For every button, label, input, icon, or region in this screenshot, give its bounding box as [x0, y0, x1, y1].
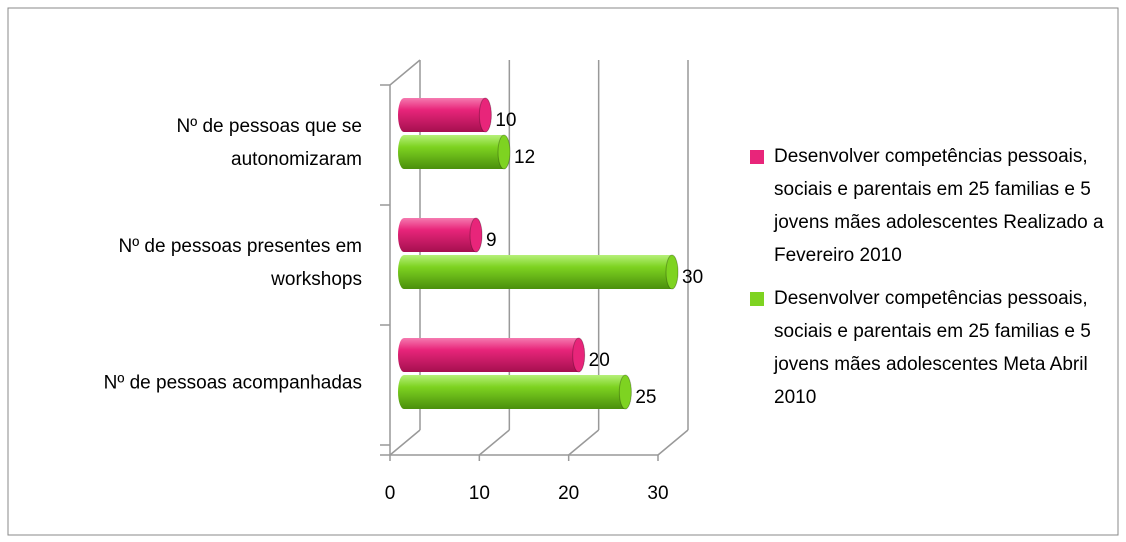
data-label: 12 [514, 147, 535, 168]
legend-swatch [750, 150, 764, 164]
grid-line-floor [657, 429, 689, 456]
x-tick-label: 20 [558, 483, 579, 504]
x-tick-label: 30 [647, 483, 668, 504]
bar [398, 255, 678, 289]
data-label: 10 [495, 110, 516, 131]
bar-cap [497, 134, 511, 170]
x-tick-label: 0 [385, 483, 396, 504]
data-label: 30 [682, 267, 703, 288]
bar-cap [469, 217, 483, 253]
legend-label: Desenvolver competências pessoais, socia… [774, 146, 1104, 266]
data-label: 20 [589, 350, 610, 371]
bar-cap [618, 374, 632, 410]
legend-swatch [750, 292, 764, 306]
category-label: Nº de pessoas presentes em workshops [118, 236, 362, 290]
category-label: Nº de pessoas que se autonomizaram [176, 116, 362, 170]
bar-cap [478, 97, 492, 133]
data-label: 25 [635, 387, 656, 408]
bar [398, 135, 510, 169]
grid-line-floor [478, 429, 510, 456]
bar-cap [665, 254, 679, 290]
category-label: Nº de pessoas acompanhadas [103, 372, 362, 394]
chart-border [7, 7, 1119, 536]
legend-label: Desenvolver competências pessoais, socia… [774, 288, 1091, 408]
bar [398, 338, 585, 372]
bar-cap [572, 337, 586, 373]
data-label: 9 [486, 230, 497, 251]
grid-line-floor [389, 429, 421, 456]
bar [398, 98, 492, 132]
bar [398, 375, 632, 409]
x-tick-label: 10 [469, 483, 490, 504]
grid-line-floor [568, 429, 600, 456]
bar [398, 218, 482, 252]
